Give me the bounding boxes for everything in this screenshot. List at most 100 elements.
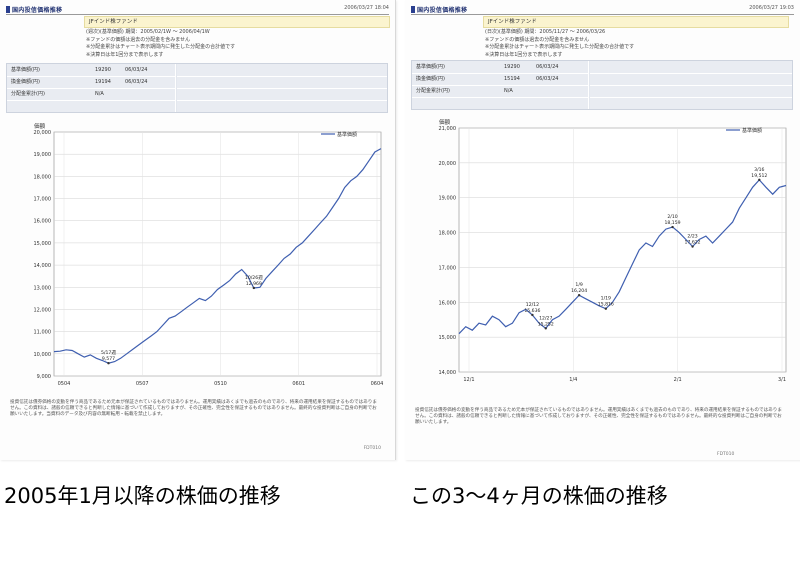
note-line: (週次)(基準価額) 期間：2005/02/1W ～ 2006/04/1W — [86, 29, 210, 35]
fund-name: JFインド株ファンド — [483, 16, 789, 28]
report-header: 国内投信価格推移 2006/03/27 18:04 — [6, 4, 389, 15]
annotation-value: 9,577 — [102, 356, 115, 362]
y-tick-label: 12,000 — [34, 307, 52, 313]
disclaimer: 投資信託は債券価格の変動を伴う商品であるため元本が保証されているものではありませ… — [10, 400, 377, 418]
x-tick-label: 1/4 — [569, 377, 577, 383]
info-value: 19290 — [504, 64, 520, 70]
info-date: 06/03/24 — [536, 64, 559, 70]
y-tick-label: 18,000 — [439, 231, 457, 237]
x-tick-label: 0601 — [292, 381, 305, 387]
disclaimer: 投資信託は債券価格の変動を伴う商品であるため元本が保証されているものではありませ… — [415, 408, 782, 426]
y-tick-label: 20,000 — [439, 161, 457, 167]
info-date: 06/03/24 — [125, 67, 148, 73]
caption-left: 2005年1月以降の株価の推移 — [4, 484, 281, 508]
annotation-point — [691, 245, 694, 248]
x-tick-label: 0604 — [371, 381, 384, 387]
annotation-value: 15,252 — [538, 321, 554, 327]
price-chart-recent: 14,000 15,000 16,000 17,000 18,000 19,000 20,0… — [411, 114, 794, 394]
info-value: N/A — [95, 91, 104, 97]
price-info-table: 基準価額(円) 19290 06/03/24 換金価額(円) 19194 06/… — [6, 63, 388, 113]
note-line: ※分配金累計はチャート表示期間内に発生した分配金の合計値です — [485, 44, 635, 50]
annotation-value: 15,636 — [524, 308, 540, 314]
fund-name: JFインド株ファンド — [84, 16, 390, 28]
plot-area — [53, 131, 382, 377]
info-row: 基準価額(円) 19290 06/03/24 — [412, 61, 792, 74]
y-tick-label: 19,000 — [439, 196, 457, 202]
brand-logo-icon — [411, 5, 415, 13]
annotation-value: 16,204 — [571, 288, 587, 294]
legend-label: 基準価額 — [337, 131, 357, 138]
info-row: 換金価額(円) 15194 06/03/24 — [412, 73, 792, 86]
info-row: 基準価額(円) 19290 06/03/24 — [7, 64, 387, 77]
annotation-point — [577, 293, 581, 297]
annotation-date: 2/10 — [667, 214, 677, 220]
y-tick-label: 10,000 — [34, 352, 52, 358]
info-label: 分配金累計(円) — [416, 88, 450, 94]
annotation-date: 2/23 — [687, 234, 697, 240]
annotation-value: 17,622 — [685, 240, 701, 246]
info-divider — [175, 64, 177, 112]
y-tick-label: 16,000 — [439, 300, 457, 306]
y-axis-label: 価額 — [34, 122, 46, 130]
annotation-point — [544, 327, 547, 330]
note-line: ※分配金累計はチャート表示期間内に発生した分配金の合計値です — [86, 44, 236, 50]
right-report-page: 国内投信価格推移 2006/03/27 19:03 JFインド株ファンド (日次… — [405, 0, 800, 460]
y-tick-label: 9,000 — [37, 374, 51, 380]
price-chart-svg: 14,000 15,000 16,000 17,000 18,000 19,000 20,0… — [439, 118, 787, 383]
note-line: ※決算日は年1回分まで表示します — [485, 51, 563, 58]
annotation-point — [604, 307, 608, 310]
y-tick-label: 15,000 — [439, 335, 457, 341]
price-chart-2005: 9,000 10,000 11,000 12,000 13,000 14,000 15,00… — [6, 118, 389, 398]
annotation-value: 15,816 — [598, 302, 614, 308]
info-divider — [588, 61, 590, 109]
info-label: 分配金累計(円) — [11, 91, 45, 97]
x-tick-label: 2/1 — [674, 377, 682, 383]
y-tick-label: 16,000 — [34, 219, 52, 225]
x-tick-label: 0507 — [136, 381, 149, 387]
brand: 国内投信価格推移 — [6, 4, 62, 14]
annotation-point — [252, 286, 256, 290]
y-tick-label: 14,000 — [34, 263, 52, 269]
y-tick-label: 14,000 — [439, 370, 457, 376]
report-header: 国内投信価格推移 2006/03/27 19:03 — [411, 4, 794, 15]
note-line: ※決算日は年1回分まで表示します — [86, 51, 164, 58]
annotation-date: 3/16 — [754, 167, 764, 173]
y-tick-label: 21,000 — [439, 126, 457, 132]
info-value: 19290 — [95, 67, 111, 73]
y-tick-label: 19,000 — [34, 152, 52, 158]
info-label: 換金価額(円) — [416, 76, 445, 82]
y-tick-label: 17,000 — [34, 197, 52, 203]
x-tick-label: 0510 — [214, 381, 227, 387]
brand-logo-icon — [6, 5, 10, 13]
info-value: 19194 — [95, 79, 111, 85]
info-label: 基準価額(円) — [11, 67, 40, 73]
annotation-date: 12/12 — [526, 302, 539, 308]
y-tick-label: 15,000 — [34, 241, 52, 247]
y-tick-label: 18,000 — [34, 174, 52, 180]
annotation-date: 1/19 — [601, 296, 611, 302]
y-axis-label: 価額 — [439, 118, 451, 126]
notes: (日次)(基準価額) 期間：2005/11/27 ～ 2006/03/26 ※フ… — [485, 29, 785, 59]
annotation-date: 1/9 — [575, 282, 582, 288]
annotation-point — [107, 362, 110, 365]
annotation-value: 18,159 — [665, 220, 681, 226]
info-date: 06/03/24 — [536, 76, 559, 82]
y-tick-label: 17,000 — [439, 265, 457, 271]
info-label: 基準価額(円) — [416, 64, 445, 70]
plot-area — [458, 127, 787, 373]
annotation-value: 19,512 — [751, 173, 767, 179]
price-chart-svg: 9,000 10,000 11,000 12,000 13,000 14,000 15,00… — [34, 122, 384, 387]
info-row: 換金価額(円) 19194 06/03/24 — [7, 76, 387, 89]
annotation-point — [531, 313, 534, 317]
price-info-table: 基準価額(円) 19290 06/03/24 換金価額(円) 15194 06/… — [411, 60, 793, 110]
info-value: 15194 — [504, 76, 520, 82]
brand-title: 国内投信価格推移 — [12, 6, 63, 14]
info-label: 換金価額(円) — [11, 79, 40, 85]
annotation-point — [671, 225, 674, 229]
report-date: 2006/03/27 18:04 — [344, 5, 389, 11]
footer-code: FDT010 — [363, 446, 381, 451]
y-tick-label: 11,000 — [34, 330, 52, 336]
info-value: N/A — [504, 88, 513, 94]
report-date: 2006/03/27 19:03 — [749, 5, 794, 11]
brand: 国内投信価格推移 — [411, 4, 467, 14]
